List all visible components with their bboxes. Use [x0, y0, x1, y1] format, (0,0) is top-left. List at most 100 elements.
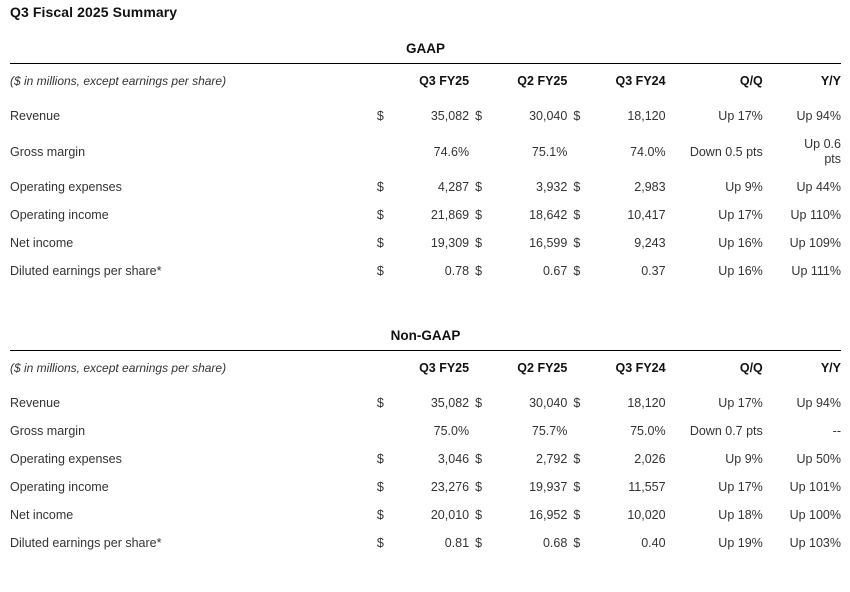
dollar-sign — [469, 417, 489, 445]
table-row: Operating income $ 21,869 $ 18,642 $ 10,… — [10, 202, 841, 230]
table-row: Net income $ 20,010 $ 16,952 $ 10,020 Up… — [10, 501, 841, 529]
yy-change: -- — [832, 423, 841, 438]
q3fy25-value: 75.0% — [433, 423, 470, 438]
qq-change: Up 17% — [718, 479, 763, 494]
column-header-q3fy24: Q3 FY24 — [615, 74, 666, 88]
dollar-sign: $ — [475, 236, 483, 250]
dollar-sign: $ — [376, 535, 384, 550]
non-gaap-section: Non-GAAP ($ in millions, except earnings… — [10, 328, 841, 558]
dollar-sign: $ — [573, 451, 581, 466]
q3fy25-value: 3,046 — [437, 451, 470, 466]
dollar-sign: $ — [376, 109, 384, 123]
q3fy24-value: 18,120 — [627, 395, 666, 410]
yy-change: Up 94% — [796, 395, 841, 410]
row-label: Operating income — [10, 479, 109, 494]
column-header-yy: Y/Y — [820, 360, 841, 375]
q2fy25-value: 0.67 — [542, 264, 568, 278]
row-label: Operating expenses — [10, 451, 122, 466]
yy-change: Up 50% — [796, 451, 841, 466]
yy-change: Up 101% — [789, 479, 841, 494]
dollar-sign: $ — [475, 507, 483, 522]
table-row: Gross margin 75.0% 75.7% 75.0% Down 0.7 … — [10, 417, 841, 445]
dollar-sign: $ — [475, 451, 483, 466]
yy-change: Up 103% — [789, 535, 841, 550]
yy-change: Up 110% — [790, 208, 842, 222]
q3fy25-value: 74.6% — [433, 144, 470, 159]
q3fy24-value: 74.0% — [630, 144, 666, 159]
units-note: ($ in millions, except earnings per shar… — [10, 360, 227, 375]
yy-change: Up 0.6 pts — [804, 137, 841, 166]
table-row: Operating income $ 23,276 $ 19,937 $ 11,… — [10, 473, 841, 501]
column-header-q3fy24: Q3 FY24 — [615, 360, 666, 375]
table-row: Operating expenses $ 4,287 $ 3,932 $ 2,9… — [10, 174, 841, 202]
q2fy25-value: 30,040 — [529, 395, 568, 410]
non-gaap-table: ($ in millions, except earnings per shar… — [10, 351, 841, 558]
column-header-q3fy25: Q3 FY25 — [419, 360, 470, 375]
q3fy25-value: 23,276 — [430, 479, 470, 494]
dollar-sign — [371, 417, 391, 445]
q3fy24-value: 11,557 — [628, 479, 666, 494]
page: Q3 Fiscal 2025 Summary GAAP ($ in millio… — [10, 4, 841, 558]
q2fy25-value: 16,599 — [529, 236, 568, 250]
qq-change: Down 0.7 pts — [689, 423, 763, 438]
dollar-sign: $ — [573, 109, 581, 123]
column-header-yy: Y/Y — [820, 74, 841, 88]
column-header-qq: Q/Q — [739, 360, 763, 375]
q3fy24-value: 0.40 — [641, 535, 666, 550]
dollar-sign — [469, 131, 489, 174]
q3fy24-value: 2,983 — [634, 180, 666, 194]
qq-change: Up 17% — [718, 395, 763, 410]
dollar-sign: $ — [573, 180, 581, 194]
table-row: Revenue $ 35,082 $ 30,040 $ 18,120 Up 17… — [10, 387, 841, 418]
column-header-q3fy25: Q3 FY25 — [419, 74, 470, 88]
q2fy25-value: 3,932 — [536, 180, 568, 194]
dollar-sign: $ — [376, 208, 384, 222]
row-label: Gross margin — [10, 423, 86, 438]
qq-change: Up 9% — [725, 180, 763, 194]
row-label: Operating income — [10, 208, 109, 222]
dollar-sign: $ — [573, 264, 581, 278]
gaap-section-title: GAAP — [10, 41, 841, 64]
yy-change: Up 94% — [796, 109, 841, 123]
header-row: ($ in millions, except earnings per shar… — [10, 64, 841, 100]
dollar-sign: $ — [475, 208, 483, 222]
q3fy25-value: 35,082 — [430, 109, 470, 123]
q3fy25-value: 0.81 — [444, 535, 470, 550]
table-row: Revenue $ 35,082 $ 30,040 $ 18,120 Up 17… — [10, 100, 841, 131]
non-gaap-section-title: Non-GAAP — [10, 328, 841, 351]
page-title: Q3 Fiscal 2025 Summary — [10, 4, 178, 20]
row-label: Diluted earnings per share* — [10, 264, 162, 278]
q2fy25-value: 19,937 — [529, 479, 568, 494]
q2fy25-value: 16,952 — [529, 507, 568, 522]
column-header-q2fy25: Q2 FY25 — [517, 360, 568, 375]
q3fy25-value: 0.78 — [444, 264, 470, 278]
yy-change: Up 111% — [791, 264, 841, 278]
qq-change: Up 17% — [718, 109, 763, 123]
dollar-sign: $ — [573, 208, 581, 222]
row-label: Operating expenses — [10, 180, 122, 194]
q3fy25-value: 19,309 — [430, 236, 470, 250]
q2fy25-value: 75.7% — [531, 423, 568, 438]
dollar-sign: $ — [475, 109, 483, 123]
q3fy25-value: 35,082 — [430, 395, 470, 410]
dollar-sign — [567, 131, 587, 174]
table-row: Net income $ 19,309 $ 16,599 $ 9,243 Up … — [10, 230, 841, 258]
row-label: Revenue — [10, 395, 61, 410]
q3fy24-value: 18,120 — [627, 109, 666, 123]
q3fy24-value: 2,026 — [634, 451, 666, 466]
header-row: ($ in millions, except earnings per shar… — [10, 351, 841, 387]
q2fy25-value: 18,642 — [529, 208, 568, 222]
qq-change: Up 9% — [725, 451, 763, 466]
dollar-sign — [371, 131, 391, 174]
column-header-q2fy25: Q2 FY25 — [517, 74, 568, 88]
units-note: ($ in millions, except earnings per shar… — [10, 74, 227, 88]
q2fy25-value: 2,792 — [536, 451, 568, 466]
q3fy24-value: 75.0% — [630, 423, 666, 438]
dollar-sign: $ — [475, 395, 483, 410]
dollar-sign: $ — [376, 395, 384, 410]
qq-change: Down 0.5 pts — [689, 144, 763, 159]
dollar-sign: $ — [376, 507, 384, 522]
dollar-sign: $ — [475, 180, 483, 194]
row-label: Net income — [10, 507, 74, 522]
row-label: Net income — [10, 236, 74, 250]
